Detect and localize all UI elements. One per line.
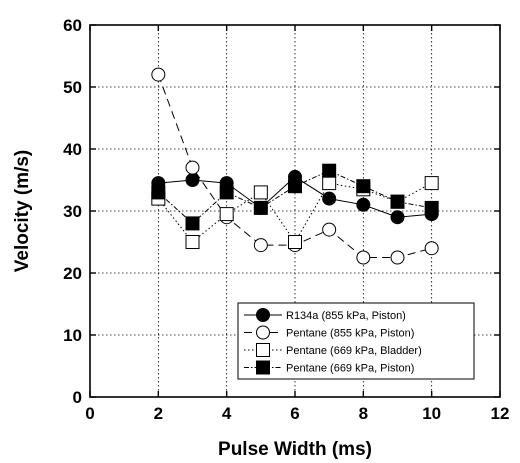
legend-label: Pentane (669 kPa, Piston) bbox=[286, 363, 414, 375]
y-tick-label: 10 bbox=[63, 326, 82, 345]
data-point bbox=[424, 241, 439, 256]
data-point bbox=[253, 200, 268, 215]
data-point bbox=[390, 210, 405, 225]
data-point bbox=[253, 185, 268, 200]
y-axis-title: Velocity (m/s) bbox=[12, 150, 33, 273]
data-point bbox=[424, 176, 439, 191]
legend-marker bbox=[256, 343, 270, 357]
data-point bbox=[356, 250, 371, 265]
y-tick-label: 40 bbox=[63, 140, 82, 159]
data-point bbox=[322, 163, 337, 178]
axis-ticks: 0 2 4 6 8 10 12 0 10 20 30 40 50 60 bbox=[63, 16, 509, 423]
data-point bbox=[424, 200, 439, 215]
data-point bbox=[356, 197, 371, 212]
data-point bbox=[322, 191, 337, 206]
legend-marker bbox=[256, 360, 270, 375]
x-tick-label: 10 bbox=[422, 404, 441, 423]
x-tick-label: 2 bbox=[154, 404, 163, 423]
data-point bbox=[219, 185, 234, 200]
data-point bbox=[288, 179, 302, 194]
legend-marker bbox=[256, 308, 270, 322]
data-point bbox=[219, 207, 234, 222]
data-point bbox=[322, 176, 337, 191]
y-tick-label: 0 bbox=[73, 388, 82, 407]
legend: R134a (855 kPa, Piston) Pentane (855 kPa,… bbox=[237, 302, 475, 380]
data-point bbox=[253, 238, 268, 253]
x-tick-label: 8 bbox=[359, 404, 368, 423]
data-point bbox=[151, 67, 166, 82]
legend-label: Pentane (669 kPa, Bladder) bbox=[286, 345, 422, 357]
x-tick-label: 0 bbox=[85, 404, 94, 423]
data-point bbox=[322, 222, 337, 237]
y-tick-label: 30 bbox=[63, 202, 82, 221]
data-point bbox=[288, 235, 302, 249]
y-tick-label: 60 bbox=[63, 16, 82, 35]
data-point bbox=[390, 194, 405, 209]
legend-box bbox=[237, 302, 475, 380]
data-point bbox=[390, 250, 405, 265]
legend-item: R134a (855 kPa, Piston) bbox=[244, 308, 406, 322]
legend-marker bbox=[256, 325, 270, 340]
data-point bbox=[185, 160, 200, 175]
y-tick-label: 50 bbox=[63, 78, 82, 97]
data-point bbox=[185, 216, 200, 231]
legend-label: R134a (855 kPa, Piston) bbox=[286, 310, 406, 322]
legend-item: Pentane (669 kPa, Bladder) bbox=[244, 343, 422, 357]
legend-label: Pentane (855 kPa, Piston) bbox=[286, 328, 414, 340]
x-axis-title: Pulse Width (ms) bbox=[218, 439, 372, 460]
series-layer bbox=[151, 67, 439, 265]
data-point bbox=[185, 235, 200, 249]
data-point bbox=[151, 185, 166, 200]
legend-item: Pentane (855 kPa, Piston) bbox=[244, 325, 414, 340]
data-point bbox=[185, 173, 200, 187]
series-4 bbox=[151, 163, 439, 231]
y-tick-label: 20 bbox=[63, 264, 82, 283]
data-point bbox=[356, 179, 371, 194]
legend-item: Pentane (669 kPa, Piston) bbox=[244, 360, 414, 375]
x-tick-label: 6 bbox=[290, 404, 299, 423]
x-tick-label: 12 bbox=[491, 404, 510, 423]
x-tick-label: 4 bbox=[222, 404, 232, 423]
